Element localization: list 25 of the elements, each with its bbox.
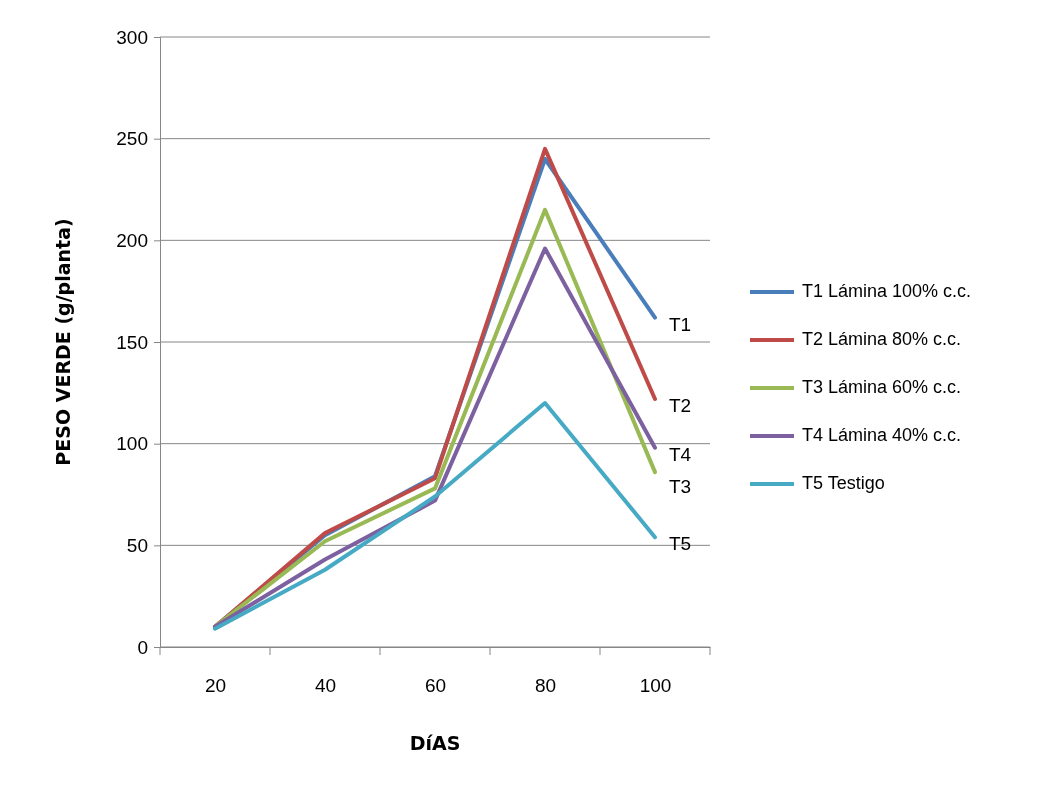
legend-label: T1 Lámina 100% c.c. [802,280,972,301]
annotation: T2 [669,394,692,416]
y-tick-label: 250 [116,128,148,150]
x-tick-label: 100 [639,675,672,697]
y-tick-label: 150 [116,331,148,353]
x-tick-label: 60 [424,675,447,697]
x-tick-label: 80 [534,675,557,697]
legend-label: T4 Lámina 40% c.c. [802,424,962,445]
annotation: T1 [669,313,692,335]
annotation: T5 [669,533,692,555]
y-tick-label: 50 [126,534,148,556]
y-tick-label: 200 [116,229,148,251]
x-tick-label: 20 [204,675,227,697]
y-tick-label: 0 [137,636,148,658]
annotation: T4 [669,443,692,465]
legend-label: T2 Lámina 80% c.c. [802,328,962,349]
y-tick-label: 300 [116,26,148,48]
y-tick-label: 100 [116,433,148,455]
x-axis-title: DíAS [409,732,461,754]
annotation: T3 [669,475,692,497]
x-tick-label: 40 [314,675,337,697]
legend-label: T5 Testigo [802,472,885,493]
line-series [213,401,657,631]
y-axis-title: PESO VERDE (g/planta) [52,218,74,466]
legend-label: T3 Lámina 60% c.c. [802,376,962,397]
